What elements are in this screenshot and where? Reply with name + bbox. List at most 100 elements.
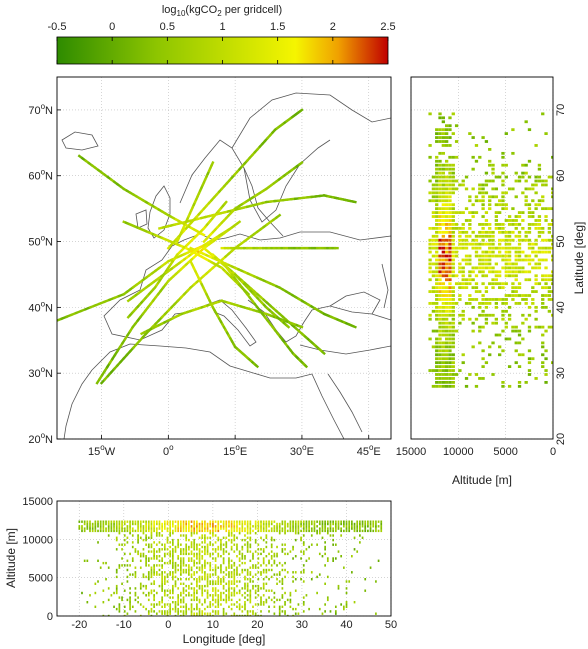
lat-cell	[494, 246, 498, 250]
lat-cell	[551, 223, 553, 226]
lon-cell	[220, 525, 222, 528]
lat-cell	[464, 246, 469, 250]
lon-cell	[139, 527, 142, 530]
lon-cell	[198, 610, 201, 613]
lon-cell	[236, 548, 238, 551]
lon-cell	[147, 559, 150, 562]
lon-cell	[163, 578, 166, 581]
lon-cell	[278, 580, 281, 583]
lat-cell	[544, 219, 548, 222]
lat-cell	[484, 250, 489, 254]
lat-cell	[445, 270, 449, 274]
lon-cell	[126, 525, 129, 528]
lon-cell	[276, 578, 278, 581]
lon-cell	[147, 522, 150, 526]
lon-cell	[134, 598, 137, 602]
lon-cell	[246, 578, 249, 581]
lon-cell	[241, 552, 244, 556]
lat-cell	[478, 246, 482, 250]
lon-cell	[286, 525, 289, 528]
lat-cell	[541, 294, 545, 297]
lon-cell	[281, 610, 284, 613]
lon-cell	[364, 529, 367, 533]
lat-cell	[454, 250, 459, 254]
lat-cell	[521, 211, 525, 214]
lat-cell	[504, 242, 508, 246]
lon-cell	[230, 587, 233, 590]
lon-cell	[129, 587, 131, 590]
lat-cell	[517, 353, 522, 357]
lon-cell	[212, 614, 214, 616]
lon-cell	[121, 529, 123, 533]
lon-cell	[204, 545, 206, 549]
lon-cell	[369, 525, 372, 528]
lon-cell	[131, 559, 134, 562]
lon-cell	[129, 522, 131, 526]
coast-italy	[205, 299, 257, 347]
lon-cell	[198, 575, 201, 579]
lat-cell	[464, 219, 469, 222]
lon-cell	[249, 571, 252, 574]
lat-cell	[471, 298, 475, 301]
lon-cell	[220, 541, 222, 544]
lon-cell	[222, 527, 225, 530]
lon-cell	[214, 612, 217, 615]
lon-cell	[252, 557, 254, 560]
lat-cell	[527, 175, 532, 179]
lat-cell	[501, 223, 505, 226]
lat-cell	[431, 175, 436, 179]
lon-cell	[249, 529, 252, 533]
lon-cell	[166, 575, 169, 579]
lon-cell	[204, 552, 206, 556]
lon-cell	[190, 594, 193, 597]
lon-cell	[113, 525, 115, 528]
lon-cell	[209, 522, 212, 526]
lon-cell	[262, 584, 265, 588]
lon-cell	[158, 527, 161, 530]
lon-cell	[139, 566, 142, 569]
lat-cell	[514, 302, 518, 305]
lon-cell	[220, 603, 222, 606]
lon-cell	[260, 552, 262, 556]
lat-cell	[511, 187, 515, 191]
lon-cell	[145, 525, 147, 528]
lon-cell	[171, 564, 174, 567]
lat-cell	[524, 294, 528, 297]
lat-cell	[494, 317, 498, 321]
lat-cell	[454, 124, 459, 128]
lon-cell	[182, 527, 185, 530]
lon-cell	[254, 532, 257, 535]
lon-cell	[83, 529, 86, 533]
lon-cell	[367, 529, 369, 533]
lat-cell	[441, 373, 445, 376]
lon-cell	[353, 529, 356, 533]
colorbar-tick-label: 0.5	[160, 21, 175, 33]
lon-cell	[244, 582, 246, 585]
lat-cell	[441, 266, 445, 270]
lat-cell	[511, 282, 515, 286]
lon-cell	[155, 612, 158, 615]
lat-cell	[491, 298, 495, 301]
lon-cell	[220, 582, 222, 585]
lat-cell	[438, 223, 442, 226]
lat-cell	[464, 234, 469, 238]
lon-cell	[139, 584, 142, 588]
lat-cell	[498, 286, 502, 290]
lat-cell	[435, 349, 439, 353]
lon-cell	[129, 598, 131, 602]
lat-cell	[488, 262, 492, 266]
lon-cell	[180, 610, 182, 613]
lon-cell	[204, 578, 206, 581]
lon-cell	[150, 573, 153, 576]
map-x-tick-labels: 15oW 0o 15oE 30oE 45oE	[88, 435, 381, 458]
lon-cell	[233, 568, 236, 572]
lon-cell	[260, 548, 262, 551]
lat-cell	[551, 219, 553, 222]
lon-cell	[377, 525, 380, 528]
map-x-tick-label: 15oW	[88, 443, 116, 458]
lon-cell	[294, 529, 297, 533]
lon-cell	[252, 587, 254, 590]
lat-cell	[527, 203, 532, 207]
lon-cell	[361, 520, 364, 523]
lon-cell	[198, 598, 201, 602]
